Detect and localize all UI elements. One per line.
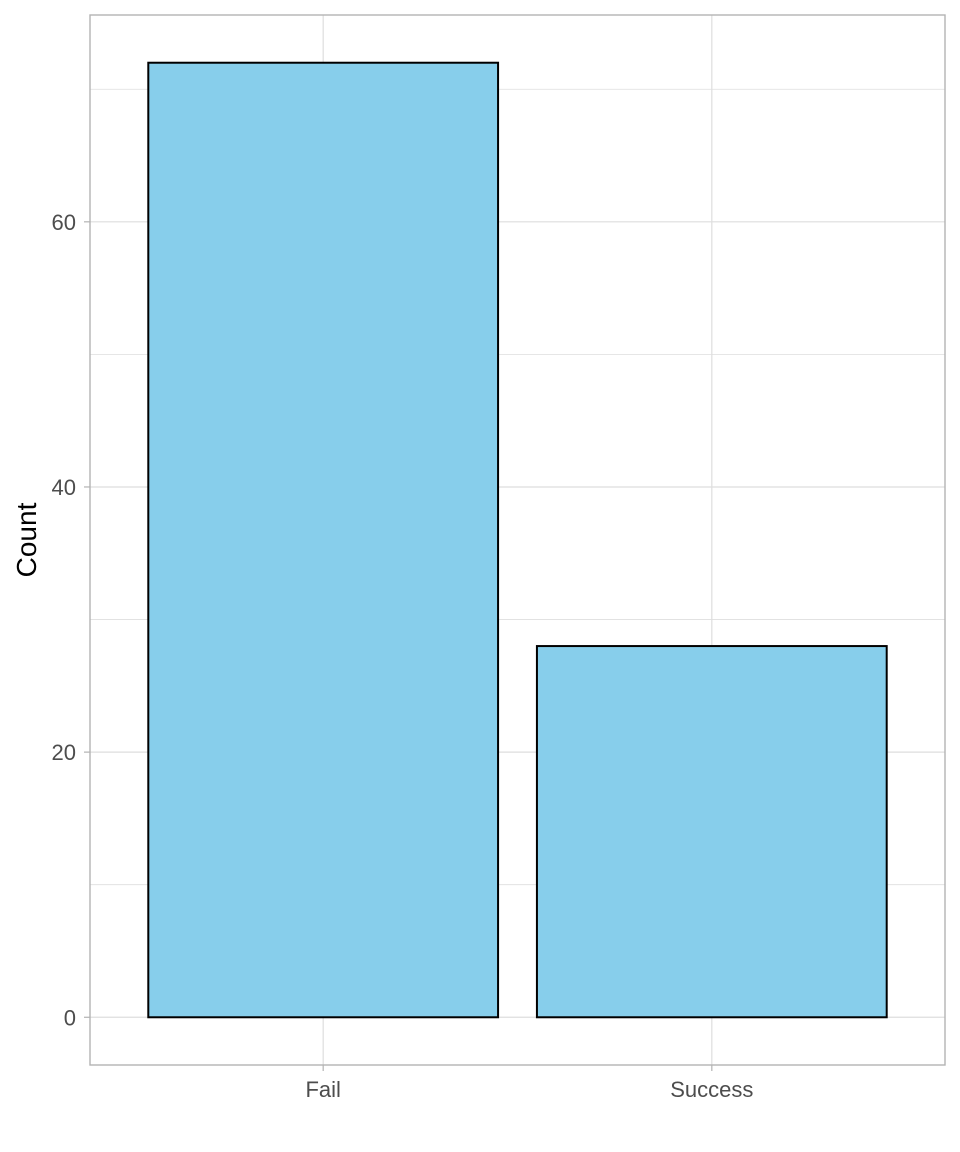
- y-tick-label-0: 0: [64, 1005, 76, 1030]
- x-tick-label-1: Success: [670, 1077, 753, 1102]
- y-axis-ticks: 0 20 40 60: [52, 210, 90, 1030]
- y-tick-label-2: 40: [52, 475, 76, 500]
- bar-fail: [147, 61, 500, 1019]
- bars: [147, 61, 888, 1019]
- bar-success: [535, 645, 888, 1019]
- y-tick-label-3: 60: [52, 210, 76, 235]
- x-tick-label-0: Fail: [305, 1077, 340, 1102]
- y-axis-title: Count: [11, 502, 42, 577]
- y-tick-label-1: 20: [52, 740, 76, 765]
- panel-border: [89, 14, 946, 1066]
- x-axis-ticks: Fail Success: [305, 1065, 753, 1102]
